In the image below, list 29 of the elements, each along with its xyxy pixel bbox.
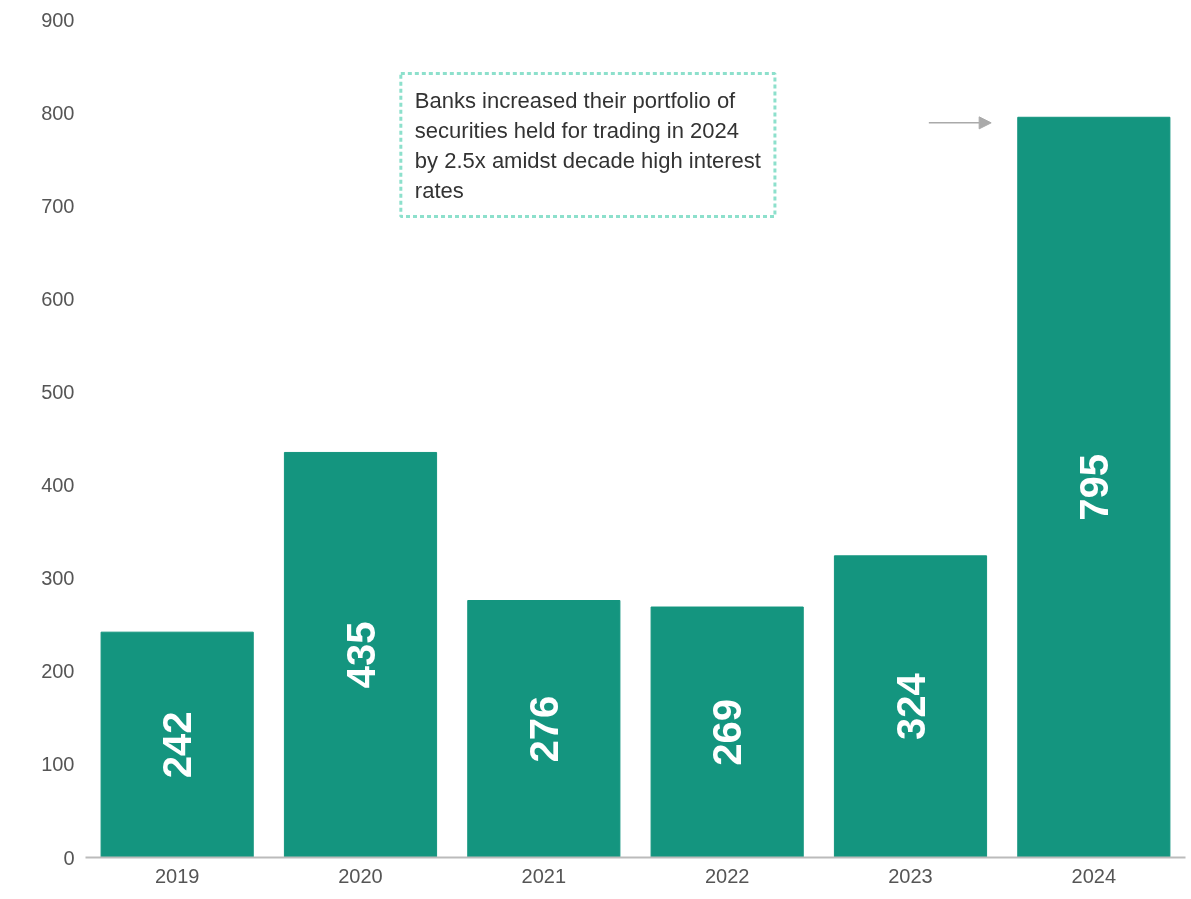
y-tick-label: 100 (41, 753, 75, 776)
x-tick-label: 2024 (1071, 864, 1117, 887)
bar (467, 600, 621, 858)
data-label: 276 (521, 695, 566, 763)
data-label: 435 (338, 621, 383, 689)
x-tick-label: 2023 (888, 864, 933, 887)
bar (833, 555, 988, 858)
x-tick-label: 2019 (154, 864, 200, 887)
bar (100, 631, 254, 858)
y-tick-label: 600 (41, 287, 75, 310)
bar (283, 451, 438, 858)
data-label: 795 (1071, 454, 1116, 521)
y-tick-label: 400 (41, 474, 75, 497)
data-label: 242 (155, 711, 200, 779)
y-tick-label: 200 (41, 660, 75, 683)
data-label: 324 (888, 672, 933, 741)
annotation: Banks increased their portfolio of securities held for trading in 2024 by 2.5x amidst decade high interest rates (414, 87, 761, 203)
y-tick-label: 800 (41, 101, 75, 124)
bar (650, 606, 804, 858)
x-tick-label: 2022 (704, 864, 750, 887)
y-tick-label: 900 (41, 8, 75, 31)
y-tick-label: 500 (41, 380, 75, 403)
y-tick-label: 300 (41, 567, 75, 590)
data-label: 269 (705, 698, 750, 766)
y-tick-label: 0 (63, 846, 75, 869)
x-tick-label: 2020 (338, 864, 383, 887)
y-tick-label: 700 (41, 194, 75, 217)
bar (1017, 116, 1171, 858)
x-tick-label: 2021 (521, 864, 567, 887)
